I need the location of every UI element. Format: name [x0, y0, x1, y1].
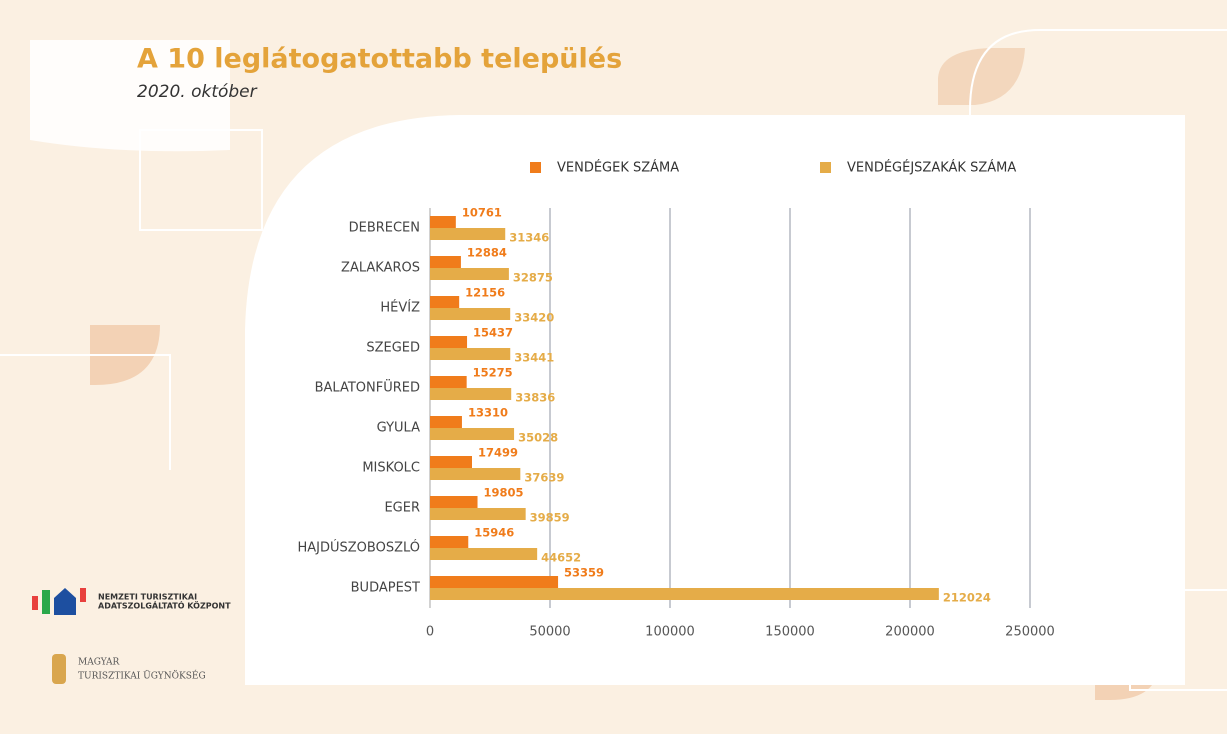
logo-text: NEMZETI TURISZTIKAI [98, 593, 197, 602]
bar [430, 296, 460, 308]
y-tick-label: HÉVÍZ [380, 300, 420, 316]
y-tick-label: HAJDÚSZOBOSZLÓ [297, 540, 420, 556]
bar [430, 268, 509, 280]
bar [430, 256, 461, 268]
value-label: 15437 [473, 326, 513, 340]
y-tick-label: BALATONFÜRED [315, 379, 420, 396]
y-tick-label: GYULA [377, 421, 420, 436]
y-tick-label: EGER [384, 501, 420, 516]
bar [430, 348, 511, 360]
value-label: 31346 [509, 231, 549, 245]
ntak-logo: NEMZETI TURISZTIKAI ADATSZOLGÁLTATÓ KÖZP… [32, 588, 231, 615]
chart-panel [245, 115, 1185, 685]
value-label: 19805 [484, 486, 524, 500]
x-tick-label: 150000 [765, 625, 815, 640]
x-tick-label: 0 [426, 625, 434, 640]
logo-shape [54, 588, 76, 615]
legend-swatch [820, 162, 831, 173]
logo-text: ADATSZOLGÁLTATÓ KÖZPONT [98, 600, 231, 611]
value-label: 15275 [473, 366, 513, 380]
legend-label: VENDÉGÉJSZAKÁK SZÁMA [847, 160, 1016, 176]
decor [30, 40, 230, 152]
decor [938, 48, 1025, 105]
bar [430, 496, 478, 508]
value-label: 10761 [462, 206, 502, 220]
bar [430, 388, 512, 400]
value-label: 33836 [515, 391, 555, 405]
x-tick-label: 250000 [1005, 625, 1055, 640]
value-label: 33441 [514, 351, 554, 365]
bar [430, 576, 559, 588]
value-label: 33420 [514, 311, 554, 325]
value-label: 35028 [518, 431, 558, 445]
logo-shape [42, 590, 50, 614]
x-tick-label: 50000 [529, 625, 570, 640]
legend-swatch [530, 162, 541, 173]
bar [430, 416, 462, 428]
mtu-logo: MAGYAR TURISZTIKAI ÜGYNÖKSÉG [52, 654, 206, 684]
bar [430, 548, 538, 560]
logo-text: TURISZTIKAI ÜGYNÖKSÉG [78, 670, 206, 682]
bar [430, 588, 939, 600]
decor [0, 354, 171, 470]
value-label: 212024 [943, 591, 991, 605]
x-tick-label: 100000 [645, 625, 695, 640]
bar [430, 336, 468, 348]
logo-shape [52, 654, 66, 684]
value-label: 39859 [530, 511, 570, 525]
logo-shape [32, 596, 38, 610]
value-label: 44652 [541, 551, 581, 565]
chart-subtitle: 2020. október [137, 82, 258, 102]
legend-label: VENDÉGEK SZÁMA [557, 160, 679, 176]
y-tick-label: DEBRECEN [349, 221, 420, 236]
value-label: 53359 [564, 566, 604, 580]
value-label: 12884 [467, 246, 507, 260]
decor [139, 129, 263, 231]
logo-text: MAGYAR [78, 658, 119, 668]
value-label: 37639 [524, 471, 564, 485]
chart-title: A 10 leglátogatottabb település [137, 44, 622, 75]
decor [969, 29, 1227, 200]
bar [430, 508, 526, 520]
bar [430, 216, 456, 228]
value-label: 12156 [465, 286, 505, 300]
value-label: 13310 [468, 406, 508, 420]
bar [430, 376, 467, 388]
value-label: 32875 [513, 271, 553, 285]
y-tick-label: ZALAKAROS [341, 261, 420, 276]
bar [430, 536, 469, 548]
bar [430, 428, 515, 440]
y-tick-label: MISKOLC [362, 461, 420, 476]
bar [430, 228, 506, 240]
y-tick-label: SZEGED [366, 341, 420, 356]
logo-shape [80, 588, 86, 602]
y-tick-label: BUDAPEST [351, 581, 420, 596]
value-label: 17499 [478, 446, 518, 460]
bar [430, 308, 511, 320]
bar [430, 456, 472, 468]
value-label: 15946 [474, 526, 514, 540]
x-tick-label: 200000 [885, 625, 935, 640]
bar [430, 468, 521, 480]
